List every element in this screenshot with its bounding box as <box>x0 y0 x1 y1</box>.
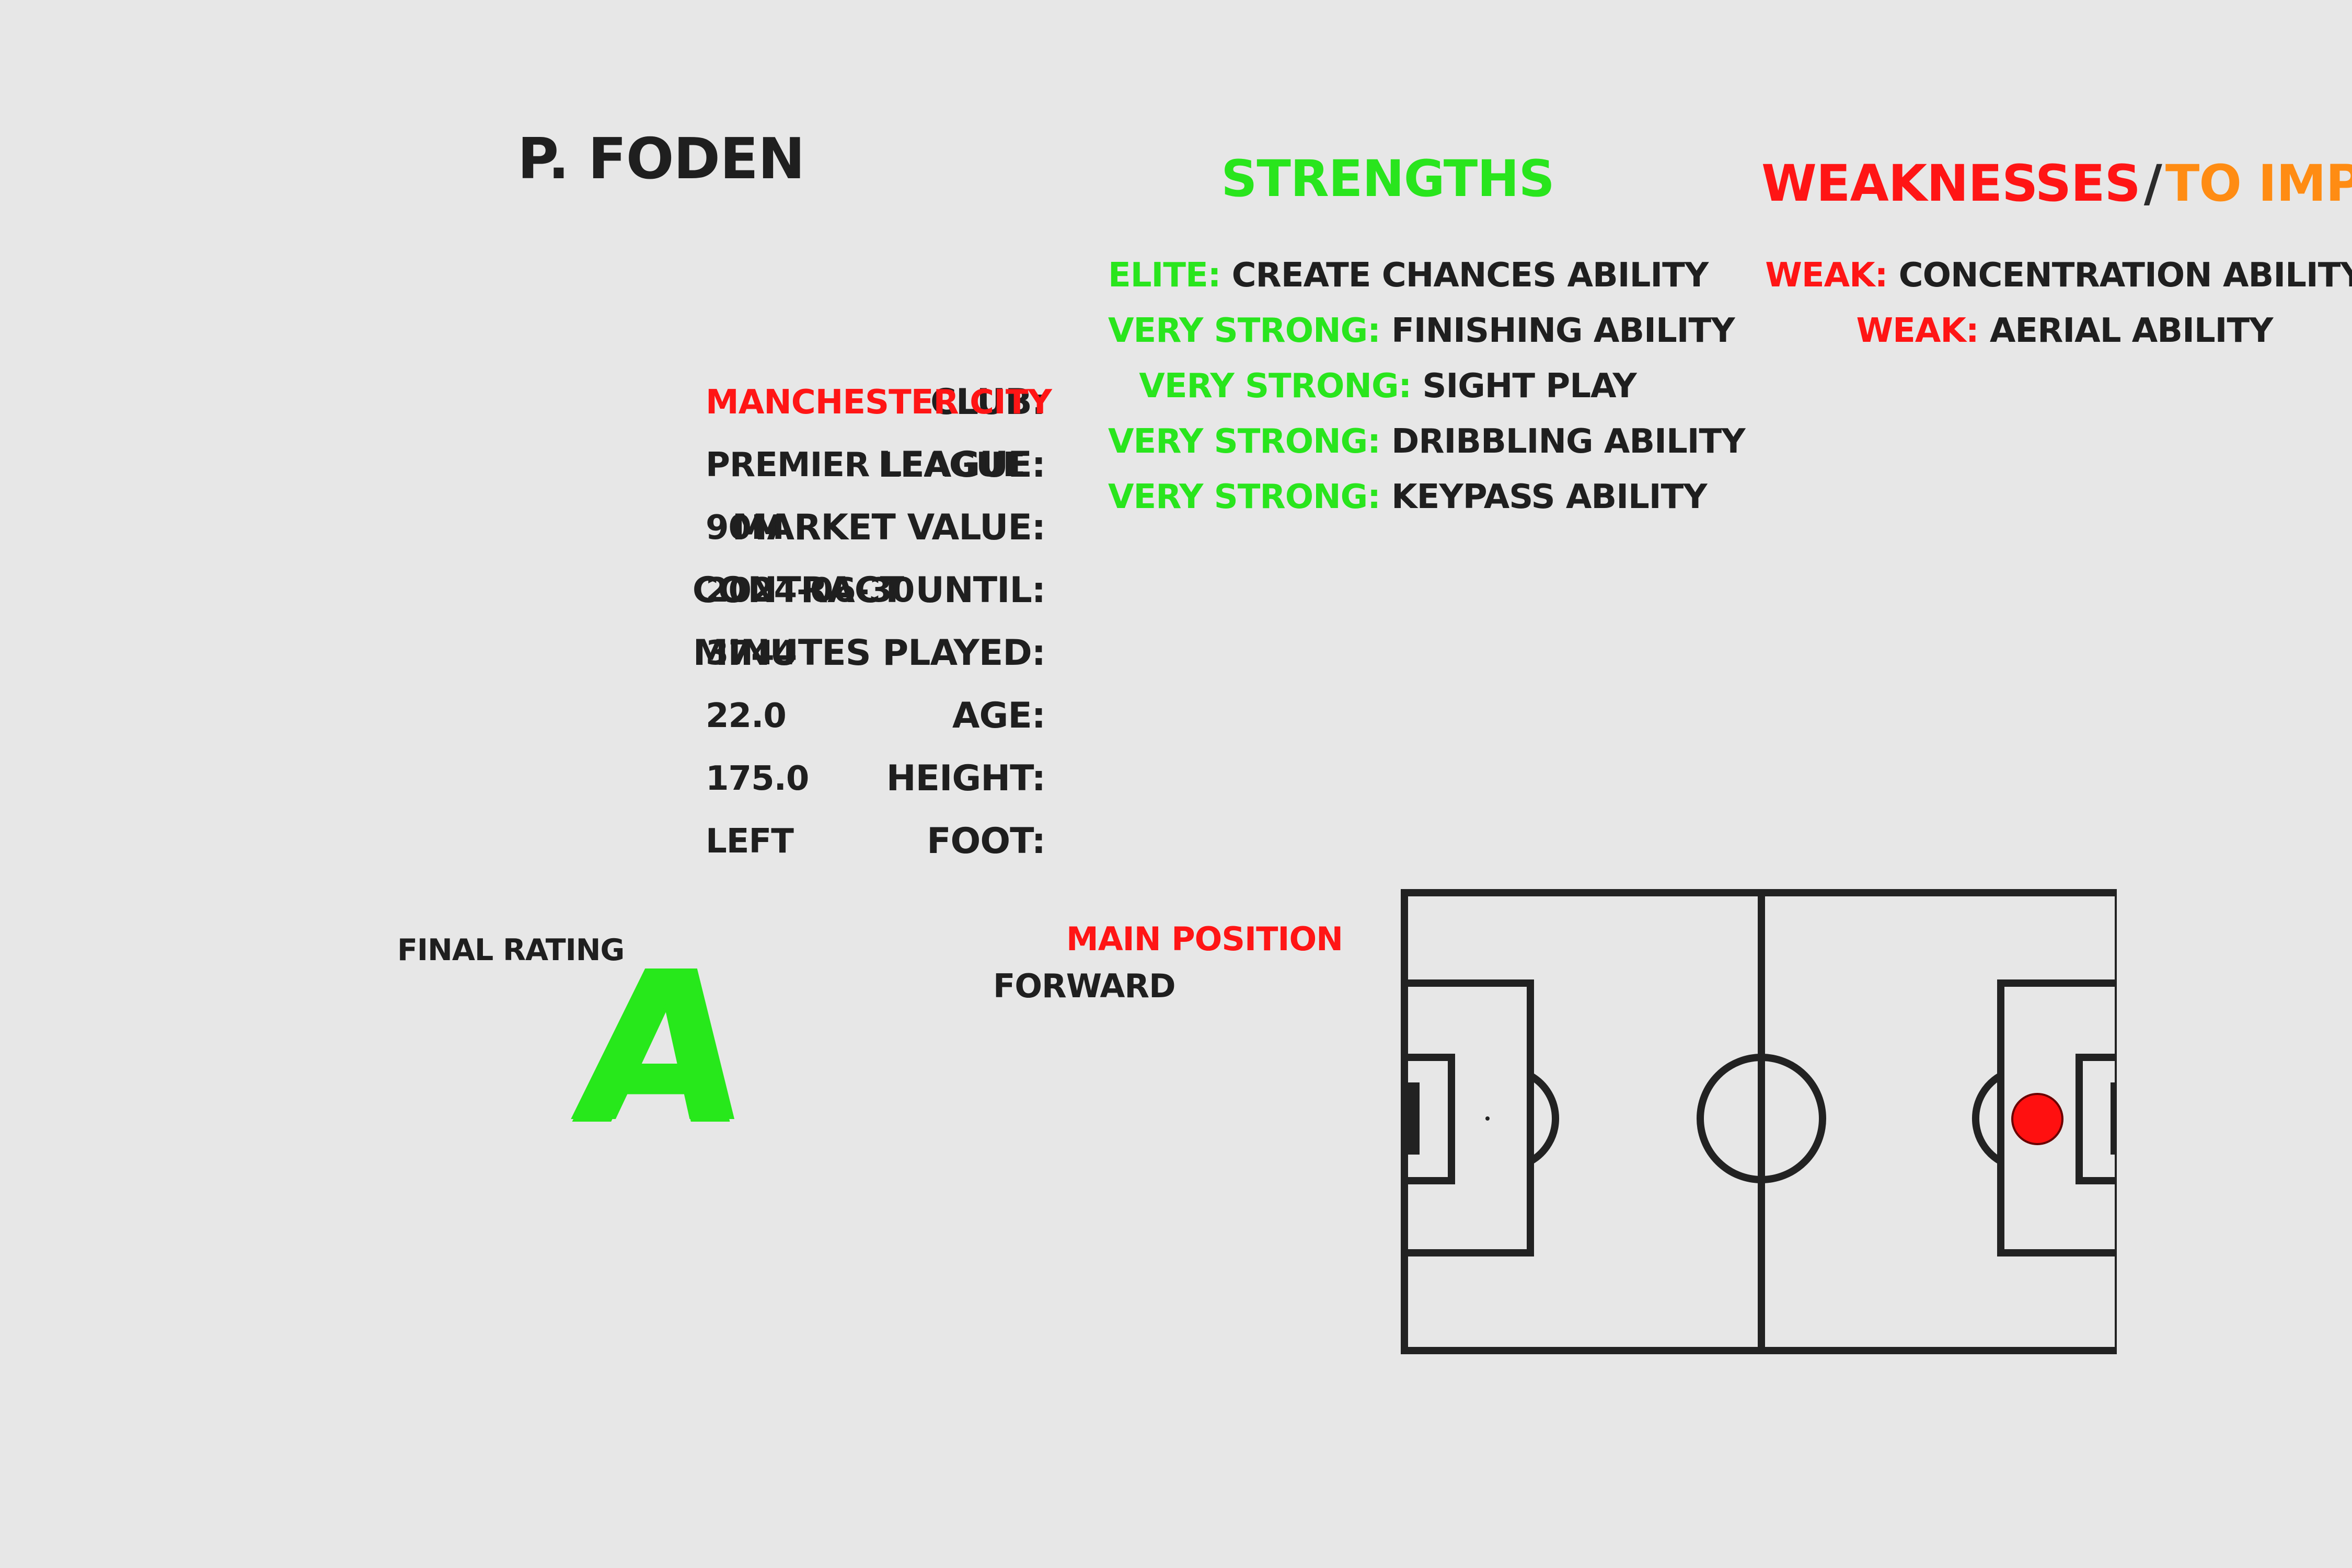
market-value-label: MARKET VALUE: <box>732 507 1046 548</box>
strength-text: KEYPASS ABILITY <box>1391 478 1708 516</box>
right-six-yard-box <box>2076 1054 2117 1184</box>
right-goal <box>2111 1082 2117 1155</box>
league-value: PREMIER LEAGUE <box>706 446 1025 485</box>
weaknesses-title: WEAKNESSES/TO IMPROVE <box>1761 152 2352 215</box>
main-position-label: MAIN POSITION <box>1066 920 1343 958</box>
title-separator: / <box>2143 154 2162 213</box>
weakness-level: WEAK: <box>1856 312 1979 350</box>
football-pitch-svg <box>1401 889 2117 1354</box>
football-pitch <box>1401 889 2117 1354</box>
left-penalty-box <box>1401 979 1534 1256</box>
strength-item: VERY STRONG: FINISHING ABILITY <box>1108 309 1735 364</box>
strength-level: ELITE: <box>1108 256 1221 295</box>
strength-item: VERY STRONG: DRIBBLING ABILITY <box>1108 420 1746 475</box>
strengths-list: ELITE: CREATE CHANCES ABILITY VERY STRON… <box>1108 253 1746 531</box>
club-label: CLUB: <box>930 382 1046 423</box>
minutes-played-value: 3744 <box>706 634 797 673</box>
minutes-played-row: MINUTES PLAYED: 3744 <box>261 631 1046 694</box>
left-penalty-spot <box>1485 1116 1490 1121</box>
contract-row: CONTRACT UNTIL: 2024-06-30 <box>261 569 1046 631</box>
center-circle <box>1697 1054 1826 1183</box>
weakness-text: CONCENTRATION ABILITY <box>1898 256 2352 295</box>
strength-text: DRIBBLING ABILITY <box>1391 422 1745 461</box>
strength-text: SIGHT PLAY <box>1422 367 1636 406</box>
weakness-level: WEAK: <box>1765 256 1888 295</box>
height-label: HEIGHT: <box>886 758 1046 799</box>
strength-text: FINISHING ABILITY <box>1391 312 1735 350</box>
foot-row: FOOT: LEFT <box>261 820 1046 882</box>
club-row: CLUB: MANCHESTER CITY <box>261 381 1052 443</box>
position-marker <box>2011 1093 2063 1145</box>
strength-text: CREATE CHANCES ABILITY <box>1231 256 1709 295</box>
main-position-value: FORWARD <box>993 967 1176 1005</box>
minutes-played-label: MINUTES PLAYED: <box>693 632 1046 674</box>
contract-label: CONTRACT UNTIL: <box>692 570 1046 611</box>
weakness-item: WEAK: AERIAL ABILITY <box>1751 309 2352 364</box>
contract-value: 2024-06-30 <box>706 571 915 610</box>
final-rating-grade: A <box>565 928 754 1168</box>
weaknesses-list: WEAK: CONCENTRATION ABILITY WEAK: AERIAL… <box>1751 253 2352 364</box>
market-value-row: MARKET VALUE: 90M <box>261 506 1046 569</box>
left-penalty-arc <box>1528 1072 1559 1165</box>
right-penalty-box <box>1997 979 2117 1256</box>
strength-level: VERY STRONG: <box>1108 312 1381 350</box>
strength-level: VERY STRONG: <box>1108 422 1381 461</box>
age-value: 22.0 <box>706 697 787 735</box>
strengths-title: STRENGTHS <box>1221 149 1555 208</box>
league-row: LEAGUE: PREMIER LEAGUE <box>261 443 1046 506</box>
height-value: 175.0 <box>706 759 809 798</box>
left-goal <box>1401 1082 1420 1155</box>
weaknesses-title-part: WEAKNESSES <box>1761 154 2141 213</box>
to-improve-title-part: TO IMPROVE <box>2165 154 2352 213</box>
strength-level: VERY STRONG: <box>1108 478 1381 516</box>
strength-level: VERY STRONG: <box>1139 367 1412 406</box>
club-value: MANCHESTER CITY <box>706 383 1052 422</box>
weakness-item: WEAK: CONCENTRATION ABILITY <box>1751 253 2352 309</box>
strength-item: VERY STRONG: SIGHT PLAY <box>1108 364 1667 420</box>
final-rating-label: FINAL RATING <box>397 933 625 967</box>
league-label: LEAGUE: <box>878 444 1046 486</box>
player-name: P. FODEN <box>517 126 805 192</box>
strength-item: VERY STRONG: KEYPASS ABILITY <box>1108 475 1708 531</box>
age-row: AGE: 22.0 <box>261 694 1046 757</box>
foot-label: FOOT: <box>927 821 1046 862</box>
market-value-value: 90M <box>706 509 785 547</box>
right-penalty-arc <box>1972 1072 2003 1165</box>
strength-item: ELITE: CREATE CHANCES ABILITY <box>1108 253 1709 309</box>
foot-value: LEFT <box>706 822 794 861</box>
height-row: HEIGHT: 175.0 <box>261 757 1046 820</box>
weakness-text: AERIAL ABILITY <box>1989 312 2274 350</box>
age-label: AGE: <box>952 695 1046 736</box>
